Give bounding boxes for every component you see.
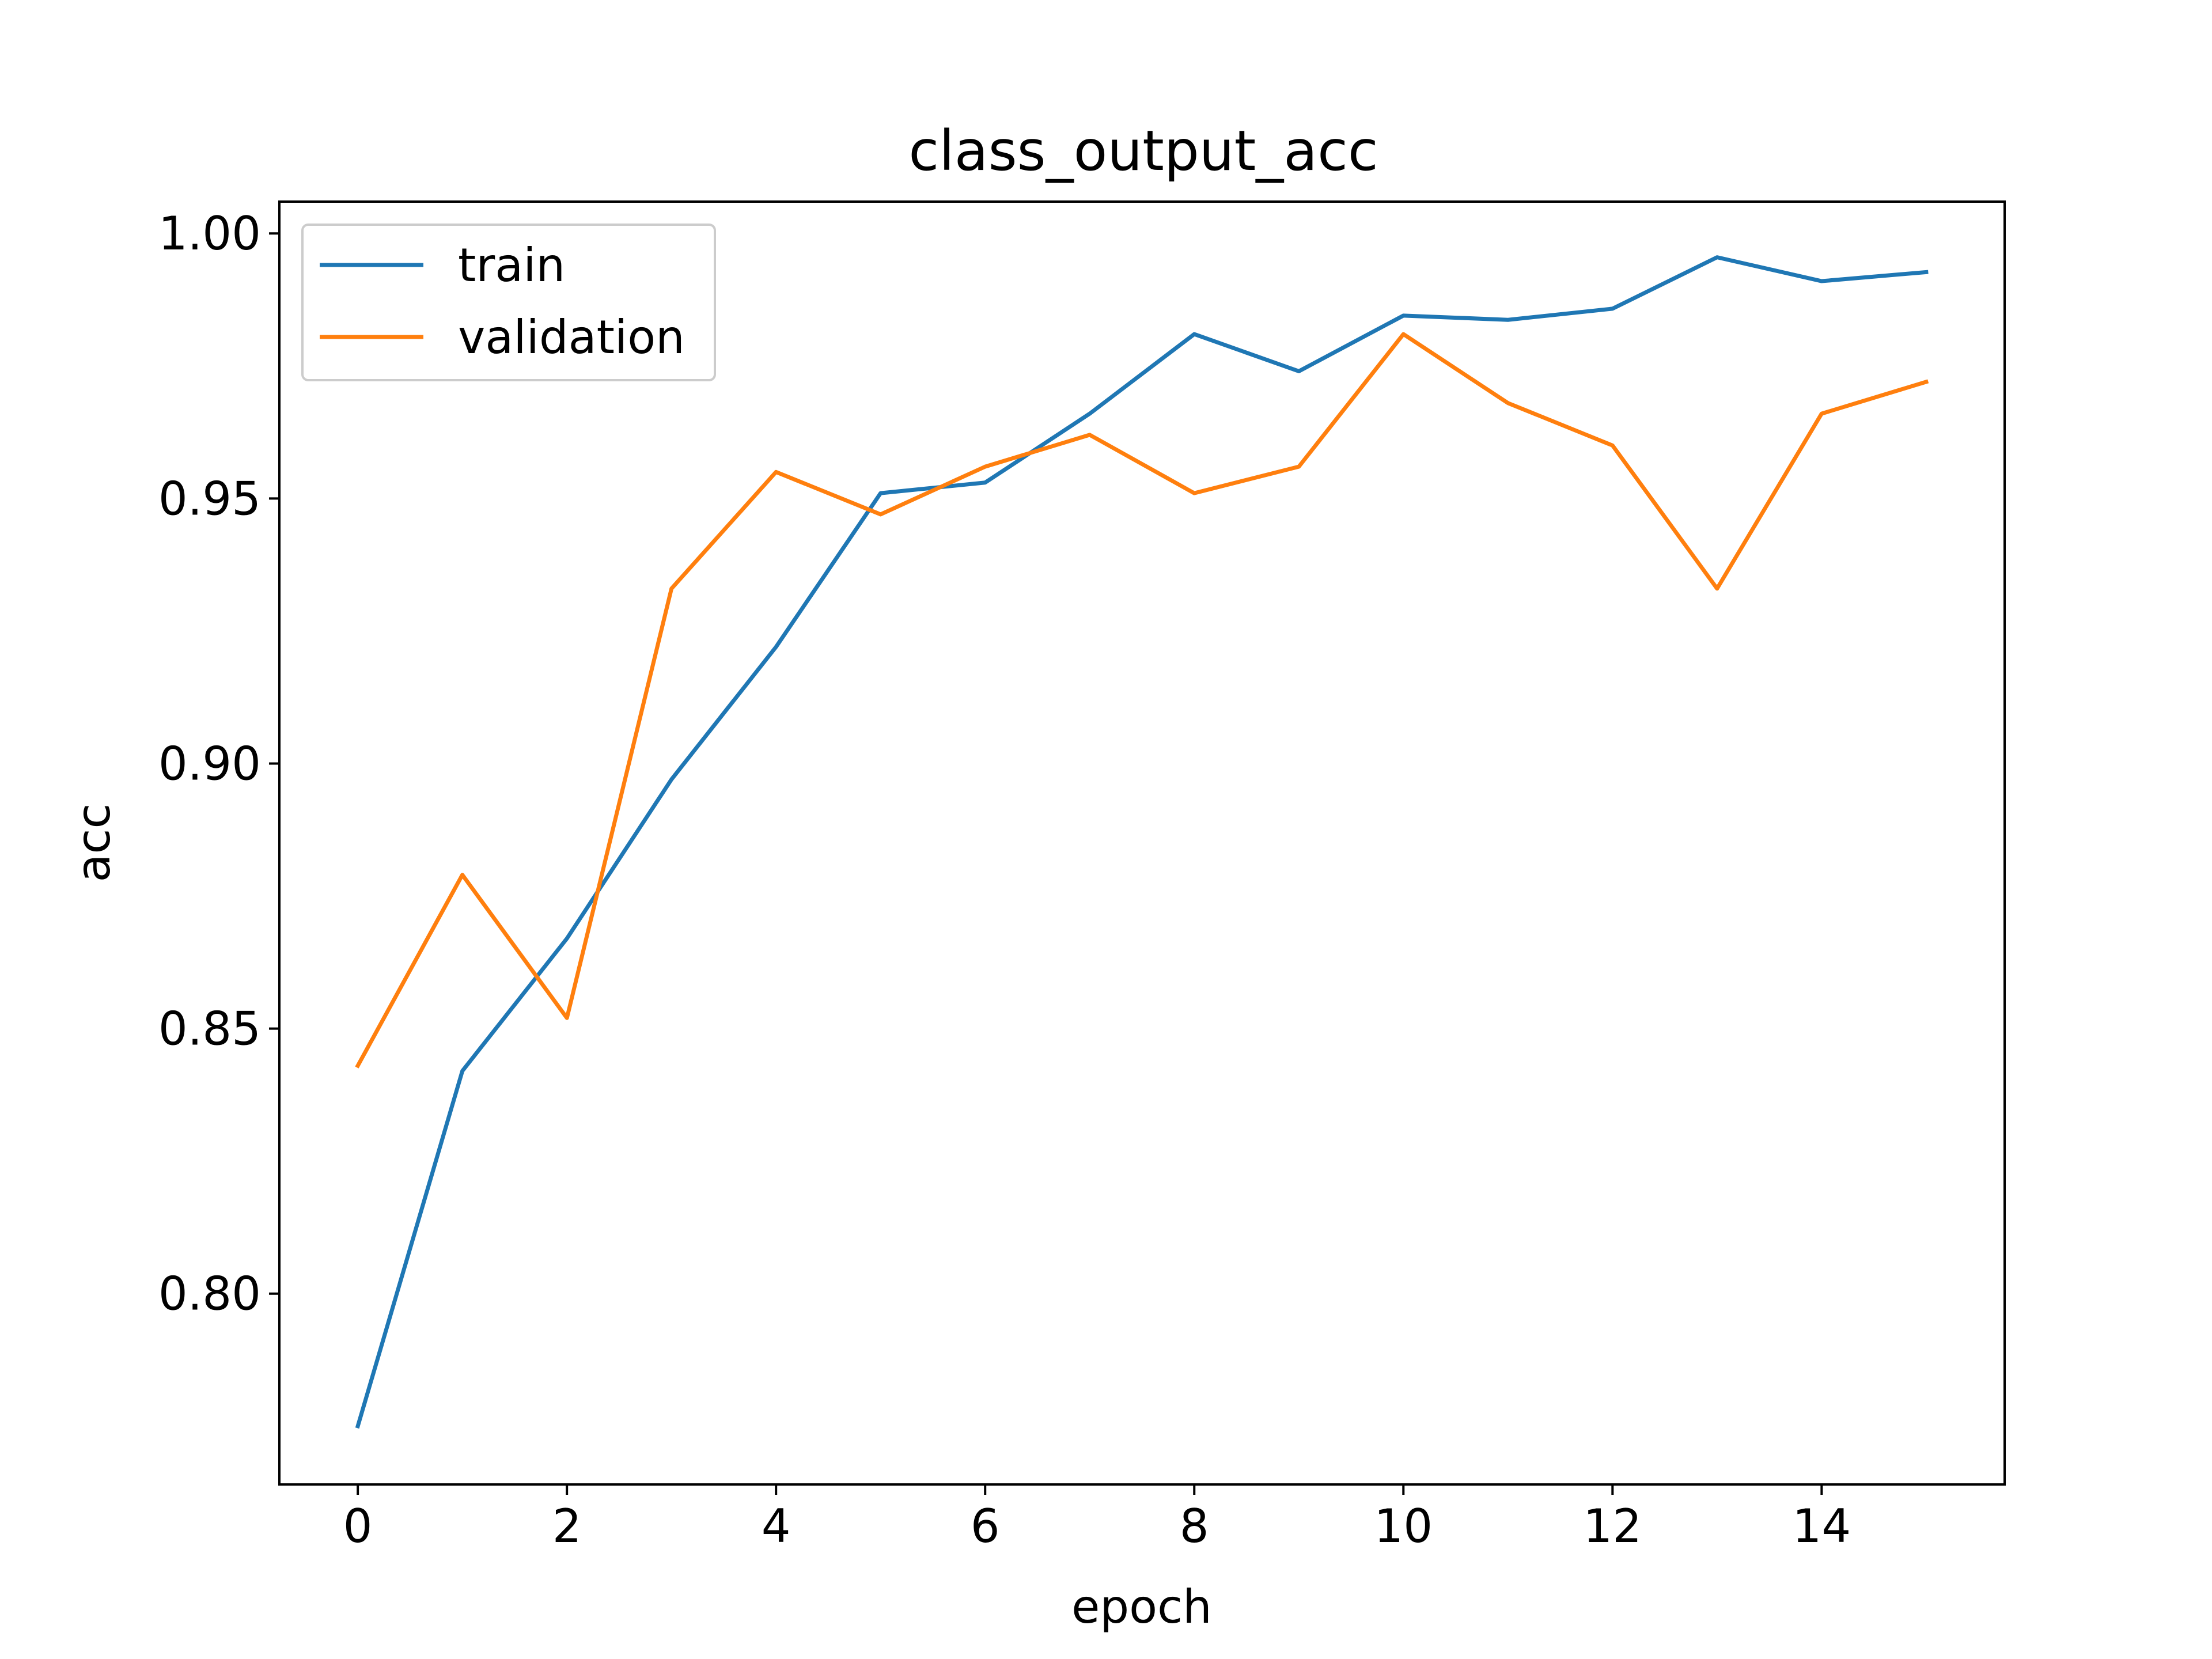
x-tick-label: 6 [971,1499,1000,1553]
plot-area [279,202,2005,1484]
legend-label: train [458,238,565,292]
x-axis-label: epoch [1071,1580,1212,1634]
legend-label: validation [458,310,685,364]
x-tick-label: 2 [552,1499,582,1553]
series-lines [355,255,1929,1429]
series-line-validation [355,332,1929,1069]
x-tick-label: 10 [1374,1499,1433,1553]
x-tick-label: 12 [1583,1499,1642,1553]
x-tick-label: 0 [343,1499,373,1553]
series-line-train [355,255,1929,1429]
chart-title: class_output_acc [908,119,1378,183]
y-tick-label: 0.85 [158,1002,261,1056]
legend: train validation [301,224,716,381]
y-tick-label: 0.80 [158,1267,261,1321]
y-tick-label: 1.00 [158,207,261,260]
x-tick-label: 4 [762,1499,791,1553]
x-tick-label: 8 [1180,1499,1209,1553]
axis-ticks: 0 2 4 6 8 10 12 14 0.80 0.85 0.90 0.95 1.00 [158,207,1851,1553]
x-tick-label: 14 [1792,1499,1851,1553]
y-axis-label: acc [67,804,120,882]
y-tick-label: 0.95 [158,472,261,525]
plot-frame [278,200,2006,1486]
y-tick-label: 0.90 [158,737,261,790]
